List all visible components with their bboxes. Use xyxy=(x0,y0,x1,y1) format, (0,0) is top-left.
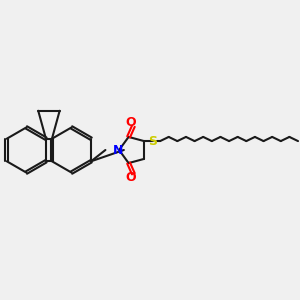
Text: N: N xyxy=(113,143,123,157)
Text: O: O xyxy=(125,171,136,184)
Text: O: O xyxy=(125,116,136,129)
Text: S: S xyxy=(148,135,158,148)
